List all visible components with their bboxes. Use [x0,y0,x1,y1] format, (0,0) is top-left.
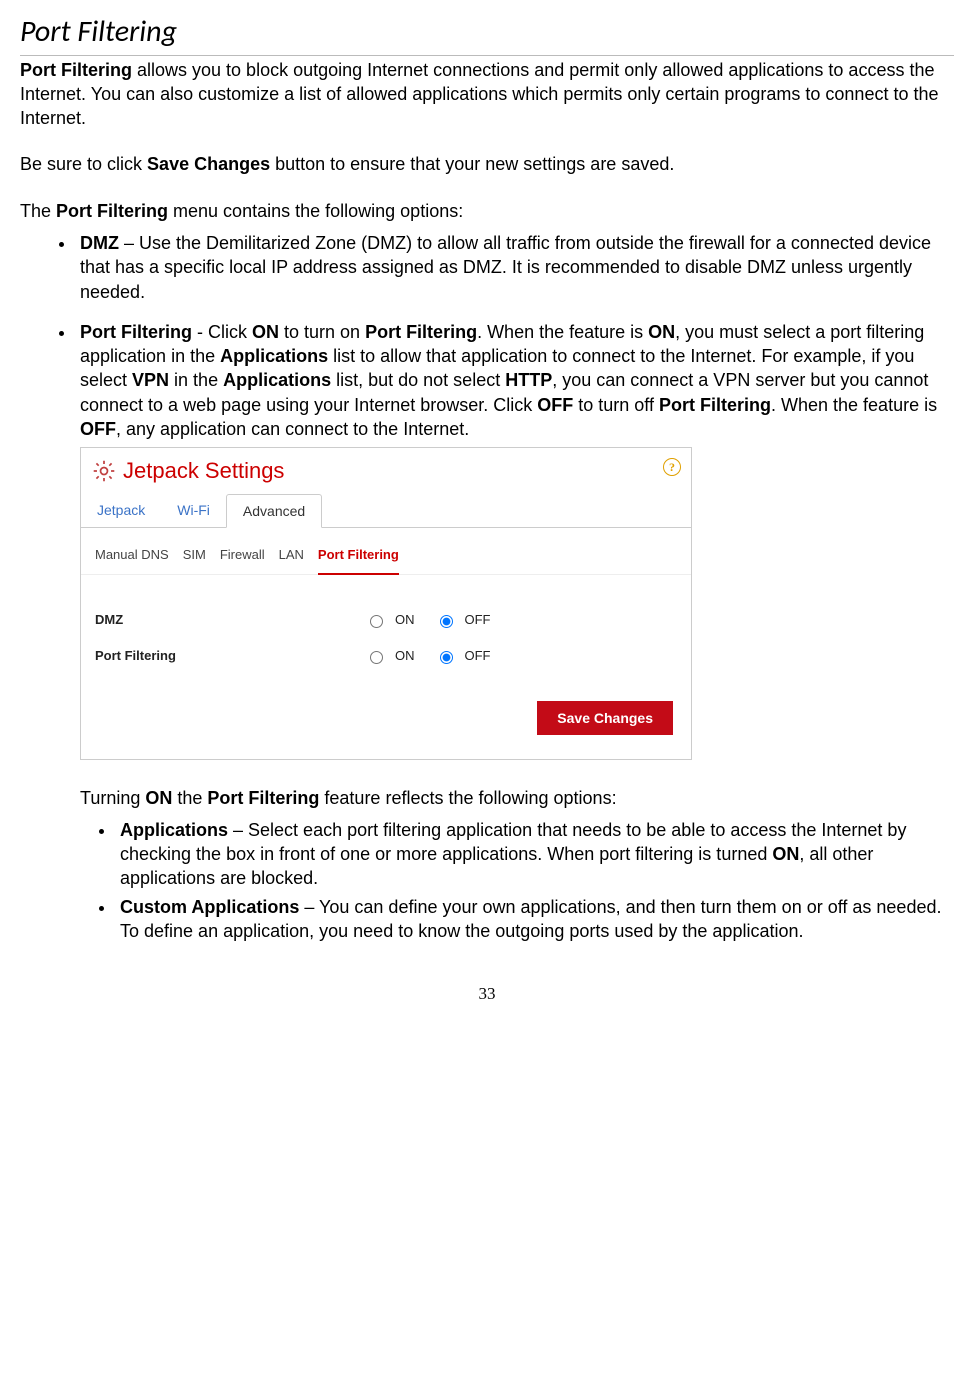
pf-on: ON [648,322,675,342]
menu-pre: The [20,201,56,221]
help-icon[interactable]: ? [663,458,681,476]
pf-vpn: VPN [132,370,169,390]
pf-apps: Applications [220,346,328,366]
option-row-dmz: DMZ ON OFF [81,593,691,629]
option-row-port-filtering: Port Filtering ON OFF [81,629,691,665]
pf-seg: to turn on [279,322,365,342]
turn-post: feature reflects the following options: [319,788,616,808]
menu-intro: The Port Filtering menu contains the fol… [20,199,954,223]
list-item-applications: Applications – Select each port filterin… [116,818,954,891]
pf-seg: . When the feature is [477,322,648,342]
radio-dmz-off[interactable] [440,615,453,628]
pf-label: Port Filtering [80,322,192,342]
list-item-custom-applications: Custom Applications – You can define you… [116,895,954,944]
primary-tabs: Jetpack Wi-Fi Advanced [81,494,691,528]
intro-text: allows you to block outgoing Internet co… [20,60,939,129]
intro-paragraph: Port Filtering allows you to block outgo… [20,58,954,131]
save-bold: Save Changes [147,154,270,174]
list-item-port-filtering: Port Filtering - Click ON to turn on Por… [76,320,954,943]
menu-bold: Port Filtering [56,201,168,221]
pf-apps: Applications [223,370,331,390]
panel-title: Jetpack Settings [123,456,284,486]
subtab-port-filtering[interactable]: Port Filtering [318,546,399,576]
applications-on: ON [772,844,799,864]
pf-seg: . When the feature is [771,395,937,415]
turn-on: ON [145,788,172,808]
pf-off: OFF [80,419,116,439]
turn-pre: Turning [80,788,145,808]
sub-tabs: Manual DNS SIM Firewall LAN Port Filteri… [81,528,691,576]
save-changes-button[interactable]: Save Changes [537,701,673,735]
radio-label-on: ON [395,611,415,629]
save-pre: Be sure to click [20,154,147,174]
pf-off: OFF [537,395,573,415]
intro-bold: Port Filtering [20,60,132,80]
custom-label: Custom Applications [120,897,299,917]
list-item-dmz: DMZ – Use the Demilitarized Zone (DMZ) t… [76,231,954,304]
turn-mid: the [172,788,207,808]
section-title: Port Filtering [20,12,954,56]
subtab-manual-dns[interactable]: Manual DNS [95,546,169,575]
radio-label-on: ON [395,647,415,665]
radio-dmz-on[interactable] [370,615,383,628]
pf-seg: in the [169,370,223,390]
pf-seg: - Click [192,322,252,342]
pf-http: HTTP [505,370,552,390]
turn-pf: Port Filtering [207,788,319,808]
subtab-lan[interactable]: LAN [279,546,304,575]
pf-seg: to turn off [573,395,659,415]
dmz-label: DMZ [80,233,119,253]
radio-label-off: OFF [465,647,491,665]
tab-wifi[interactable]: Wi-Fi [161,494,226,527]
tab-jetpack[interactable]: Jetpack [81,494,161,527]
save-note: Be sure to click Save Changes button to … [20,152,954,176]
radio-label-off: OFF [465,611,491,629]
radio-group-pf: ON OFF [365,647,505,665]
turning-on-intro: Turning ON the Port Filtering feature re… [80,786,954,810]
pf-seg: list, but do not select [331,370,505,390]
page-number: 33 [20,983,954,1006]
radio-pf-on[interactable] [370,651,383,664]
tab-advanced[interactable]: Advanced [226,494,322,528]
radio-pf-off[interactable] [440,651,453,664]
applications-label: Applications [120,820,228,840]
gear-icon [91,458,117,484]
subtab-firewall[interactable]: Firewall [220,546,265,575]
panel-header: Jetpack Settings ? [81,448,691,492]
pf-bold: Port Filtering [659,395,771,415]
option-label-pf: Port Filtering [95,647,365,665]
option-label-dmz: DMZ [95,611,365,629]
pf-bold: Port Filtering [365,322,477,342]
menu-post: menu contains the following options: [168,201,463,221]
radio-group-dmz: ON OFF [365,611,505,629]
pf-seg: , any application can connect to the Int… [116,419,469,439]
pf-on: ON [252,322,279,342]
options-list: DMZ – Use the Demilitarized Zone (DMZ) t… [20,231,954,943]
subtab-sim[interactable]: SIM [183,546,206,575]
dmz-text: – Use the Demilitarized Zone (DMZ) to al… [80,233,931,302]
save-post: button to ensure that your new settings … [270,154,674,174]
settings-screenshot: Jetpack Settings ? Jetpack Wi-Fi Advance… [80,447,692,759]
sub-options-list: Applications – Select each port filterin… [80,818,954,943]
